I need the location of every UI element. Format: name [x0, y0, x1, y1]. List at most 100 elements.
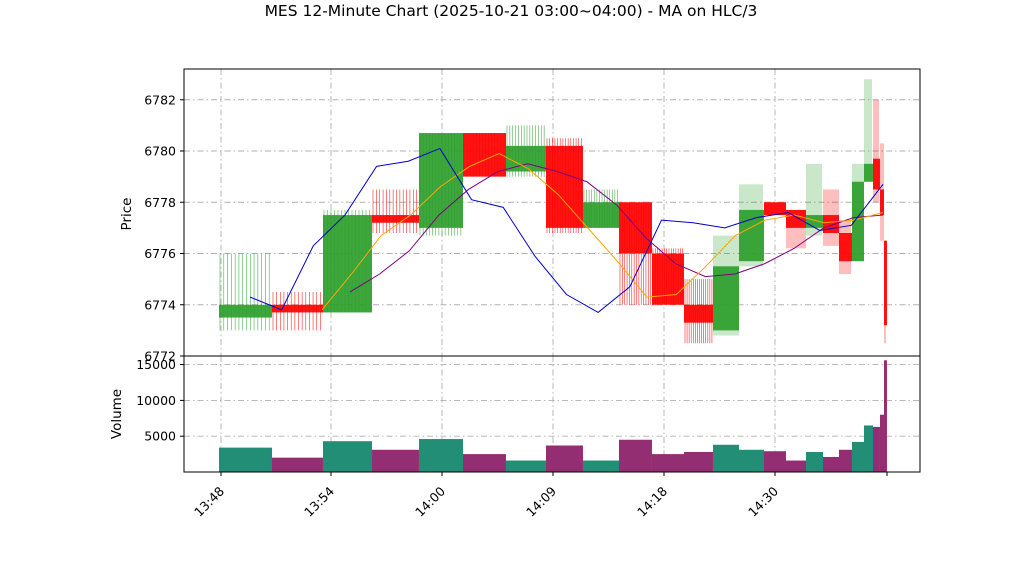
candle-body — [823, 215, 839, 233]
volume-bar — [463, 454, 506, 472]
candle-body — [546, 145, 583, 228]
ma-fast-line — [249, 147, 884, 314]
volume-tick-label: 10000 — [136, 393, 176, 408]
volume-bar — [823, 456, 839, 472]
candle-up — [419, 133, 463, 236]
volume-bar-up — [506, 460, 546, 472]
candle-down — [272, 291, 323, 331]
volume-bar-down — [884, 360, 887, 472]
volume-bar-down — [823, 456, 839, 472]
candle-body — [852, 181, 864, 262]
volume-bar — [419, 439, 463, 472]
volume-bar — [852, 441, 864, 472]
volume-bar — [619, 439, 652, 472]
candle-down — [764, 202, 786, 216]
candle-body — [372, 215, 419, 223]
candle-up — [739, 184, 764, 267]
candle-body — [873, 158, 880, 190]
volume-bar — [864, 425, 873, 472]
x-tick-label: 13:54 — [301, 483, 337, 519]
x-tick-label: 14:30 — [745, 483, 781, 519]
candle-down — [463, 133, 506, 177]
x-tick-label: 14:18 — [634, 483, 670, 519]
volume-bar — [323, 441, 372, 472]
volume-bar-down — [272, 457, 323, 472]
candle-down — [546, 138, 583, 233]
volume-bar-down — [684, 451, 713, 472]
volume-bar — [652, 454, 684, 472]
candle-body — [764, 202, 786, 216]
volume-tick-label: 5000 — [144, 429, 176, 444]
candle-body — [864, 163, 873, 182]
volume-panel-frame — [183, 355, 921, 473]
volume-tick-label: 15000 — [136, 357, 176, 372]
candle-up — [864, 79, 873, 182]
price-tick-label: 6772 — [144, 349, 176, 364]
candle-body — [839, 233, 852, 262]
candle-body — [463, 133, 506, 177]
x-axis: 13:48 13:54 14:00 14:09 14:18 14:30 — [191, 472, 888, 520]
volume-bar — [684, 451, 713, 472]
volume-panel: 5000 10000 15000 — [136, 355, 921, 473]
candle-down — [839, 220, 852, 274]
x-tick-label: 14:09 — [523, 483, 559, 519]
volume-bar-down — [880, 414, 884, 472]
price-tick-label: 6780 — [144, 144, 176, 159]
volume-bar — [786, 460, 806, 472]
volume-bar-up — [583, 460, 619, 472]
price-tick-label: 6778 — [144, 195, 176, 210]
volume-axis-label: Volume — [109, 389, 125, 439]
candle-down — [619, 202, 652, 305]
candle-body — [739, 209, 764, 262]
price-axis-label: Price — [119, 198, 135, 231]
candle-body — [684, 304, 713, 323]
volume-bar — [806, 451, 823, 472]
volume-bar — [546, 445, 583, 472]
volume-bar-down — [619, 439, 652, 472]
candle-down — [873, 99, 880, 203]
volume-bar-down — [652, 454, 684, 472]
candle-down — [823, 189, 839, 246]
volume-bar — [583, 460, 619, 472]
ma-slow-line — [349, 163, 884, 293]
candle-down — [372, 189, 419, 233]
volume-bar-down — [786, 460, 806, 472]
candle-up — [219, 253, 272, 331]
chart-title: MES 12-Minute Chart (2025-10-21 03:00~04… — [265, 2, 758, 20]
volume-bar — [272, 457, 323, 472]
volume-bar-up — [864, 425, 873, 472]
x-tick-label: 13:48 — [191, 483, 227, 519]
candle-body — [219, 304, 272, 318]
candle-body — [272, 304, 323, 313]
volume-bar-up — [806, 451, 823, 472]
candle-down — [884, 240, 887, 344]
volume-bar — [873, 426, 880, 472]
price-panel: 6772 6774 6776 6778 6780 6782 — [144, 68, 921, 364]
volume-bar-down — [839, 449, 852, 472]
x-tick-label: 14:00 — [412, 483, 448, 519]
volume-bar — [884, 360, 887, 472]
volume-bar-up — [713, 444, 739, 472]
volume-bar-down — [463, 454, 506, 472]
volume-bar-up — [852, 441, 864, 472]
candle-up — [713, 235, 739, 336]
candle-up — [852, 163, 864, 262]
candle-body — [583, 202, 619, 228]
candle-body — [652, 253, 684, 305]
volume-bar-down — [372, 449, 419, 472]
candle-up — [506, 125, 546, 177]
volume-bar-up — [739, 449, 764, 472]
volume-bar-up — [219, 447, 272, 472]
volume-bar-up — [323, 441, 372, 472]
ma-mid-line — [321, 153, 884, 311]
price-tick-label: 6782 — [144, 92, 176, 107]
volume-bar — [880, 414, 884, 472]
volume-bar-down — [546, 445, 583, 472]
candle-body — [323, 215, 372, 313]
volume-bar-down — [764, 451, 786, 472]
candle-up — [806, 163, 823, 236]
candle-body — [419, 133, 463, 228]
candle-down — [684, 279, 713, 344]
